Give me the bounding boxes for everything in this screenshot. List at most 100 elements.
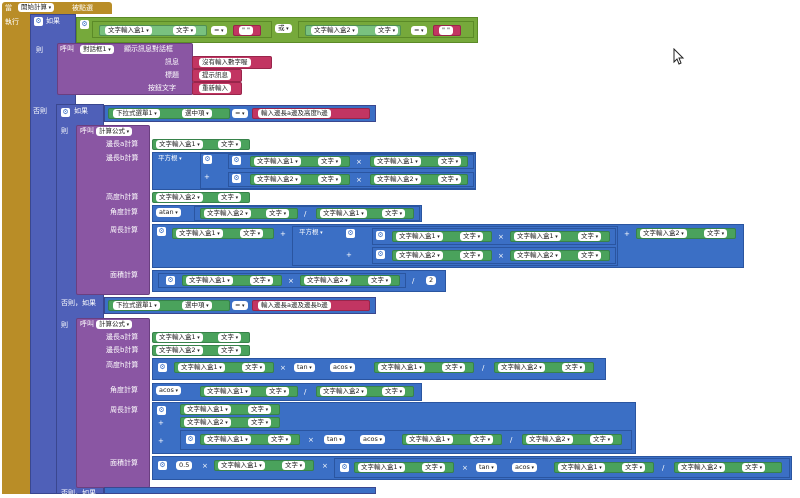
if-gear-icon[interactable]: ⚙: [34, 17, 43, 26]
area-a-tb[interactable]: 文字輸入盒1: [186, 276, 233, 285]
per2-num-tb[interactable]: 文字輸入盒1: [406, 435, 453, 444]
area2-half[interactable]: 0.5: [176, 461, 193, 470]
spinner-getter-1[interactable]: [108, 108, 230, 119]
per2-b-text[interactable]: 文字: [248, 418, 272, 427]
nested-if-gear-icon[interactable]: ⚙: [61, 108, 70, 117]
a-text-dd-2[interactable]: 文字: [218, 333, 242, 342]
area2-i-a-text[interactable]: 文字: [422, 463, 446, 472]
per-mult-2-gear[interactable]: ⚙: [376, 250, 385, 259]
h2-num-tb[interactable]: 文字輸入盒1: [378, 363, 425, 372]
mult-2a-text[interactable]: 文字: [318, 175, 342, 184]
b-text-dd-2[interactable]: 文字: [218, 346, 242, 355]
or-gear-icon[interactable]: ⚙: [80, 20, 89, 29]
spinner-value-2-text[interactable]: 輸入邊長a邊及邊長b邊: [258, 301, 331, 310]
notifier-component-dropdown[interactable]: 對話框1: [80, 45, 114, 54]
area2-den-text[interactable]: 文字: [742, 463, 766, 472]
per2-a-tb[interactable]: 文字輸入盒1: [184, 405, 231, 414]
mult-2a-tb[interactable]: 文字輸入盒2: [254, 175, 301, 184]
selection-dropdown-1[interactable]: 選中項: [182, 109, 212, 118]
spinner-value-1-text[interactable]: 輸入邊長a邊及高度h邊: [258, 109, 331, 118]
area2-i-a-tb[interactable]: 文字輸入盒1: [358, 463, 405, 472]
per2-b-tb[interactable]: 文字輸入盒2: [184, 418, 231, 427]
mult-gear-1[interactable]: ⚙: [232, 156, 241, 165]
per-a-text[interactable]: 文字: [240, 229, 264, 238]
mult-gear-2[interactable]: ⚙: [232, 174, 241, 183]
h2-a-tb[interactable]: 文字輸入盒1: [178, 363, 225, 372]
h2-num-text[interactable]: 文字: [442, 363, 466, 372]
area2-gear[interactable]: ⚙: [158, 461, 167, 470]
title-string-value[interactable]: 提示訊息: [199, 71, 231, 80]
event-block[interactable]: 當 開始計算 被點選: [2, 2, 112, 14]
mult-1a-tb[interactable]: 文字輸入盒1: [254, 157, 301, 166]
h2-acos-dd[interactable]: acos: [330, 363, 356, 372]
area-a-text[interactable]: 文字: [250, 276, 274, 285]
per2-num-text[interactable]: 文字: [470, 435, 494, 444]
per-m1a-text[interactable]: 文字: [460, 232, 484, 241]
ang2-num-tb[interactable]: 文字輸入盒1: [204, 387, 251, 396]
h2-den-tb[interactable]: 文字輸入盒2: [498, 363, 545, 372]
per-a-tb[interactable]: 文字輸入盒1: [176, 229, 223, 238]
mult-2b-text[interactable]: 文字: [438, 175, 462, 184]
atan-num-text[interactable]: 文字: [266, 209, 290, 218]
per-m1b-tb[interactable]: 文字輸入盒1: [514, 232, 561, 241]
per-m1a-tb[interactable]: 文字輸入盒1: [396, 232, 443, 241]
per2-a-text[interactable]: 文字: [248, 405, 272, 414]
mult-1b-tb[interactable]: 文字輸入盒1: [374, 157, 421, 166]
per-sum-gear[interactable]: ⚙: [346, 229, 355, 238]
mult-2b-tb[interactable]: 文字輸入盒2: [374, 175, 421, 184]
per-m2a-tb[interactable]: 文字輸入盒2: [396, 251, 443, 260]
h2-den-text[interactable]: 文字: [562, 363, 586, 372]
area2-a-text[interactable]: 文字: [282, 461, 306, 470]
area2-a-tb[interactable]: 文字輸入盒1: [218, 461, 265, 470]
per2-acos-dd[interactable]: acos: [360, 435, 386, 444]
area-h-tb[interactable]: 文字輸入盒2: [304, 276, 351, 285]
perimeter-gear-1[interactable]: ⚙: [157, 227, 166, 236]
proc-dropdown-1[interactable]: 計算公式: [96, 127, 133, 136]
ang2-den-tb[interactable]: 文字輸入盒2: [320, 387, 367, 396]
compare-block-1[interactable]: 文字輸入盒1 文字 = " ": [92, 21, 272, 38]
area-h-text[interactable]: 文字: [368, 276, 392, 285]
atan-den-tb[interactable]: 文字輸入盒1: [320, 209, 367, 218]
acos-dd-2[interactable]: acos: [156, 386, 182, 395]
area2-den-tb[interactable]: 文字輸入盒2: [678, 463, 725, 472]
area2-inner-gear[interactable]: ⚙: [340, 463, 349, 472]
empty-string-1-value[interactable]: " ": [239, 26, 254, 35]
atan-den-text[interactable]: 文字: [382, 209, 406, 218]
h-tb-dd-1[interactable]: 文字輸入盒2: [156, 193, 203, 202]
a-tb-dd-1[interactable]: 文字輸入盒1: [156, 140, 203, 149]
area2-den-getter[interactable]: [674, 462, 782, 473]
atan-dd-1[interactable]: atan: [156, 208, 181, 217]
eq-op-dropdown-2[interactable]: =: [411, 26, 427, 35]
eq-dropdown-spinner-1[interactable]: =: [232, 109, 248, 118]
per2-mult-gear[interactable]: ⚙: [186, 435, 195, 444]
area2-tan-dd[interactable]: tan: [476, 463, 497, 472]
h2-a-text[interactable]: 文字: [242, 363, 266, 372]
textbox2-dropdown[interactable]: 文字輸入盒2: [311, 26, 358, 35]
per-m2b-tb[interactable]: 文字輸入盒2: [514, 251, 561, 260]
per2-m-a-tb[interactable]: 文字輸入盒1: [204, 435, 251, 444]
calc-proc-call-1[interactable]: [76, 125, 150, 295]
a-text-dd-1[interactable]: 文字: [218, 140, 242, 149]
ang2-num-text[interactable]: 文字: [266, 387, 290, 396]
empty-string-2-value[interactable]: " ": [439, 26, 454, 35]
h-mult-2-gear[interactable]: ⚙: [158, 363, 167, 372]
per2-m-a-text[interactable]: 文字: [268, 435, 292, 444]
mult-1a-text[interactable]: 文字: [318, 157, 342, 166]
ang2-den-text[interactable]: 文字: [382, 387, 406, 396]
textbox1-text-getter[interactable]: [99, 25, 207, 36]
eq-dropdown-spinner-2[interactable]: =: [232, 301, 248, 310]
proc-dropdown-2[interactable]: 計算公式: [96, 320, 133, 329]
per2-den-text[interactable]: 文字: [590, 435, 614, 444]
text-prop-dropdown[interactable]: 文字: [173, 26, 197, 35]
event-component-dropdown[interactable]: 開始計算: [18, 3, 55, 12]
spinner-dropdown-1[interactable]: 下拉式選單1: [113, 109, 160, 118]
or-dropdown[interactable]: 或: [275, 24, 292, 33]
h-text-dd-1[interactable]: 文字: [218, 193, 242, 202]
per-m2a-text[interactable]: 文字: [460, 251, 484, 260]
perimeter-gear-2[interactable]: ⚙: [157, 406, 166, 415]
h2-tan-dd[interactable]: tan: [294, 363, 315, 372]
per-a-getter[interactable]: [172, 228, 274, 239]
b-tb-dd-2[interactable]: 文字輸入盒2: [156, 346, 203, 355]
spinner-compare-3[interactable]: [104, 487, 376, 494]
selection-dropdown-2[interactable]: 選中項: [182, 301, 212, 310]
